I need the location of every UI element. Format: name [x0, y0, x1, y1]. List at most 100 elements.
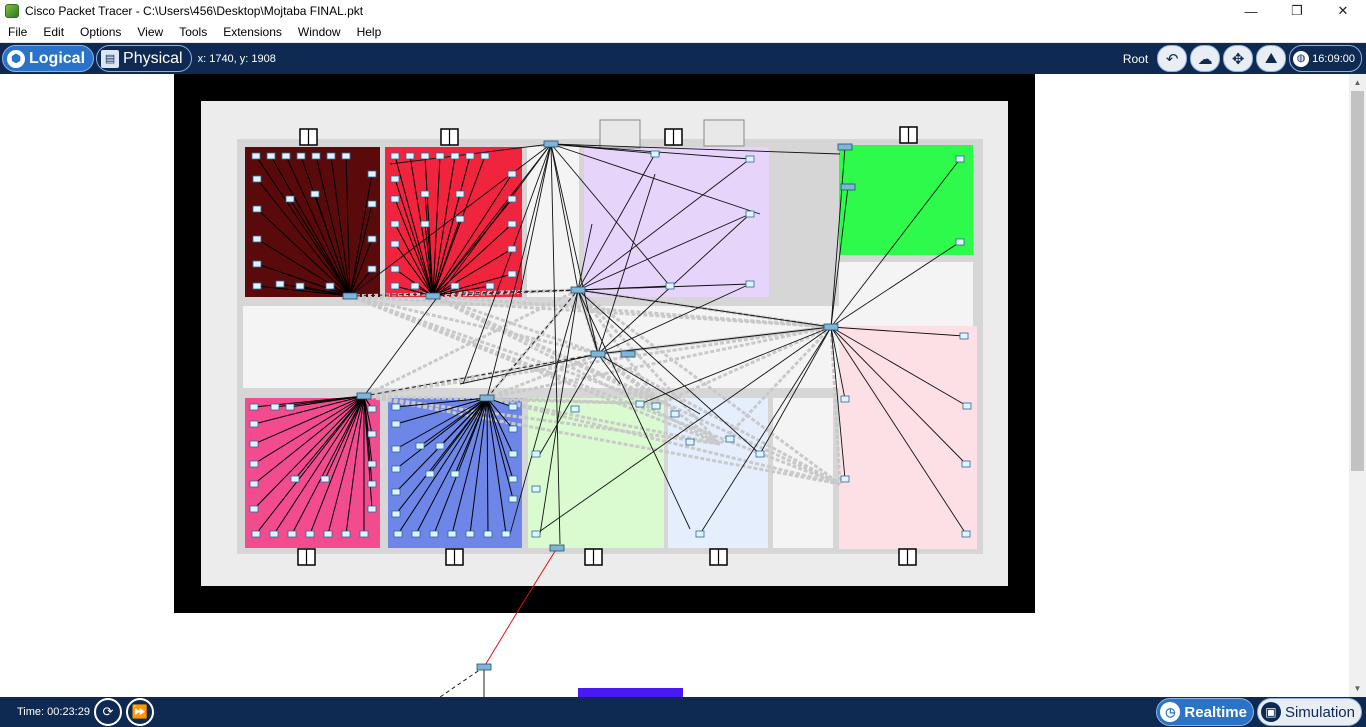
pc-device-icon[interactable]	[290, 475, 300, 483]
pc-device-icon[interactable]	[650, 150, 660, 158]
pc-device-icon[interactable]	[252, 235, 262, 243]
pc-device-icon[interactable]	[249, 403, 259, 411]
pc-device-icon[interactable]	[411, 530, 421, 538]
pc-device-icon[interactable]	[508, 425, 518, 433]
pc-device-icon[interactable]	[390, 240, 400, 248]
switch-device-icon[interactable]	[342, 292, 358, 300]
pc-device-icon[interactable]	[635, 400, 645, 408]
switch-device-icon[interactable]	[356, 392, 372, 400]
pc-device-icon[interactable]	[570, 405, 580, 413]
menu-options[interactable]: Options	[80, 24, 122, 39]
pc-device-icon[interactable]	[251, 152, 261, 160]
pc-device-icon[interactable]	[341, 530, 351, 538]
pc-device-icon[interactable]	[266, 152, 276, 160]
pc-device-icon[interactable]	[507, 195, 517, 203]
pc-device-icon[interactable]	[531, 485, 541, 493]
pc-device-icon[interactable]	[435, 152, 445, 160]
pc-device-icon[interactable]	[450, 470, 460, 478]
background-image-icon[interactable]: ⛰	[1256, 45, 1287, 72]
switch-device-icon[interactable]	[479, 394, 495, 402]
clock-button[interactable]: ◍ 16:09:00	[1289, 45, 1362, 72]
pc-device-icon[interactable]	[507, 170, 517, 178]
pc-device-icon[interactable]	[840, 395, 850, 403]
pc-device-icon[interactable]	[391, 465, 401, 473]
pc-device-icon[interactable]	[269, 530, 279, 538]
menu-view[interactable]: View	[137, 24, 164, 39]
scroll-up-icon[interactable]: ▲	[1353, 78, 1362, 87]
pc-device-icon[interactable]	[359, 530, 369, 538]
pc-device-icon[interactable]	[287, 530, 297, 538]
pc-device-icon[interactable]	[367, 170, 377, 178]
pc-device-icon[interactable]	[480, 152, 490, 160]
pc-device-icon[interactable]	[415, 442, 425, 450]
menu-file[interactable]: File	[8, 24, 28, 39]
maximize-button[interactable]: ❐	[1291, 3, 1303, 18]
move-arrows-icon[interactable]: ✥	[1223, 45, 1254, 72]
access-point-icon[interactable]	[837, 143, 853, 151]
pc-device-icon[interactable]	[651, 402, 661, 410]
pc-device-icon[interactable]	[450, 282, 460, 290]
pc-device-icon[interactable]	[420, 190, 430, 198]
pc-device-icon[interactable]	[249, 505, 259, 513]
pc-device-icon[interactable]	[955, 155, 965, 163]
power-cycle-icon[interactable]: ⟳	[93, 698, 122, 726]
minimize-button[interactable]: —	[1244, 3, 1258, 19]
pc-device-icon[interactable]	[420, 152, 430, 160]
menu-help[interactable]: Help	[356, 24, 382, 39]
pc-device-icon[interactable]	[745, 210, 755, 218]
pc-device-icon[interactable]	[275, 280, 285, 288]
pc-device-icon[interactable]	[391, 403, 401, 411]
pc-device-icon[interactable]	[367, 460, 377, 468]
switch-device-icon[interactable]	[425, 292, 441, 300]
pc-device-icon[interactable]	[367, 505, 377, 513]
menu-window[interactable]: Window	[297, 24, 341, 39]
pc-device-icon[interactable]	[367, 265, 377, 273]
cloud-icon[interactable]: ☁	[1190, 45, 1221, 72]
pc-device-icon[interactable]	[249, 460, 259, 468]
fast-forward-icon[interactable]: ⏩	[125, 698, 154, 726]
simulation-button[interactable]: ▣ Simulation	[1256, 698, 1362, 726]
pc-device-icon[interactable]	[435, 442, 445, 450]
logical-view-button[interactable]: ⬢ Logical	[2, 45, 95, 72]
router-device-icon[interactable]	[476, 663, 492, 671]
pc-device-icon[interactable]	[320, 475, 330, 483]
pc-device-icon[interactable]	[249, 420, 259, 428]
pc-device-icon[interactable]	[959, 332, 969, 340]
pc-device-icon[interactable]	[962, 402, 972, 410]
pc-device-icon[interactable]	[311, 152, 321, 160]
menu-edit[interactable]: Edit	[43, 24, 65, 39]
pc-device-icon[interactable]	[665, 282, 675, 290]
pc-device-icon[interactable]	[249, 440, 259, 448]
pc-device-icon[interactable]	[285, 195, 295, 203]
pc-device-icon[interactable]	[249, 480, 259, 488]
pc-device-icon[interactable]	[393, 530, 403, 538]
pc-device-icon[interactable]	[531, 450, 541, 458]
scroll-thumb[interactable]	[1351, 91, 1364, 471]
pc-device-icon[interactable]	[251, 530, 261, 538]
pc-device-icon[interactable]	[367, 480, 377, 488]
pc-device-icon[interactable]	[508, 403, 518, 411]
pc-device-icon[interactable]	[507, 270, 517, 278]
pc-device-icon[interactable]	[252, 282, 262, 290]
pc-device-icon[interactable]	[367, 430, 377, 438]
pc-device-icon[interactable]	[501, 530, 511, 538]
switch-device-icon[interactable]	[840, 183, 856, 191]
pc-device-icon[interactable]	[840, 475, 850, 483]
pc-device-icon[interactable]	[285, 403, 295, 411]
physical-view-button[interactable]: ▤ Physical	[96, 45, 192, 72]
pc-device-icon[interactable]	[508, 475, 518, 483]
scroll-down-icon[interactable]: ▼	[1353, 684, 1362, 693]
pc-device-icon[interactable]	[450, 152, 460, 160]
pc-device-icon[interactable]	[465, 530, 475, 538]
back-arrow-icon[interactable]: ↶	[1157, 45, 1188, 72]
pc-device-icon[interactable]	[425, 470, 435, 478]
pc-device-icon[interactable]	[420, 220, 430, 228]
pc-device-icon[interactable]	[325, 282, 335, 290]
pc-device-icon[interactable]	[391, 488, 401, 496]
pc-device-icon[interactable]	[961, 460, 971, 468]
pc-device-icon[interactable]	[508, 450, 518, 458]
pc-device-icon[interactable]	[326, 152, 336, 160]
pc-device-icon[interactable]	[391, 445, 401, 453]
pc-device-icon[interactable]	[391, 510, 401, 518]
pc-device-icon[interactable]	[390, 282, 400, 290]
